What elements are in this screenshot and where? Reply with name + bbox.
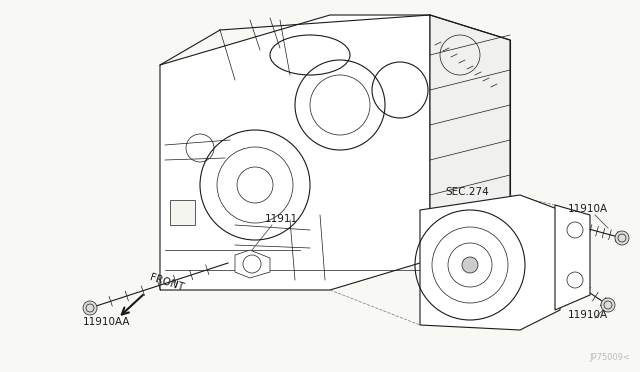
Text: SEC.274: SEC.274	[445, 187, 489, 197]
Circle shape	[601, 298, 615, 312]
Polygon shape	[160, 15, 430, 290]
Polygon shape	[170, 200, 195, 225]
Text: 11910A: 11910A	[568, 310, 608, 320]
Polygon shape	[555, 205, 590, 310]
Text: 11911: 11911	[265, 214, 298, 224]
Polygon shape	[420, 195, 560, 330]
Circle shape	[615, 231, 629, 245]
Polygon shape	[235, 250, 270, 278]
Circle shape	[462, 257, 478, 273]
Text: 11910AA: 11910AA	[83, 317, 131, 327]
Text: FRONT: FRONT	[148, 273, 184, 293]
Circle shape	[83, 301, 97, 315]
Text: JP75009<: JP75009<	[589, 353, 630, 362]
Polygon shape	[430, 15, 510, 260]
Text: 11910A: 11910A	[568, 204, 608, 214]
